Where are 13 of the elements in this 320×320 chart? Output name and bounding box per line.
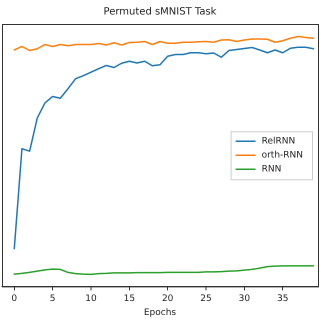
x-tick-label: 35 — [276, 294, 288, 304]
legend-label: orth-RNN — [262, 150, 303, 161]
x-axis-title: Epochs — [144, 308, 176, 318]
legend-label: RelRNN — [262, 136, 296, 147]
legend-label: RNN — [262, 164, 282, 175]
x-tick-label: 10 — [85, 294, 97, 304]
x-tick-label: 5 — [50, 294, 56, 304]
x-tick-label: 15 — [124, 294, 136, 304]
x-tick-label: 25 — [200, 294, 212, 304]
x-tick-label: 30 — [238, 294, 250, 304]
x-tick-label: 20 — [162, 294, 174, 304]
x-tick-label: 0 — [11, 294, 18, 304]
chart-title: Permuted sMNIST Task — [104, 6, 217, 18]
